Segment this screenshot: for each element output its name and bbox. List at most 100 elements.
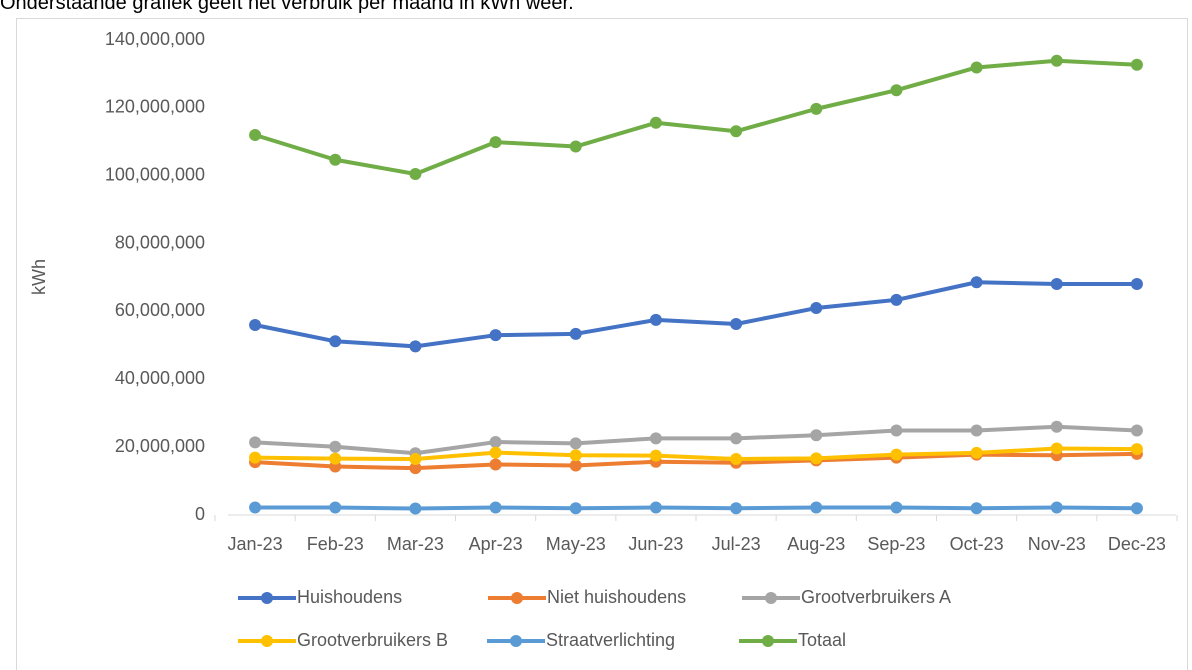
x-tick-label: Sep-23 xyxy=(867,534,925,554)
point xyxy=(1130,502,1143,515)
point xyxy=(890,424,903,437)
point xyxy=(249,436,262,449)
point xyxy=(730,317,743,330)
legend-marker xyxy=(261,635,273,647)
point xyxy=(569,327,582,340)
x-tick-label: Oct-23 xyxy=(950,534,1004,554)
point xyxy=(1050,54,1063,67)
point xyxy=(1130,277,1143,290)
point xyxy=(810,302,823,315)
legend-label: Grootverbruikers B xyxy=(297,630,448,650)
point xyxy=(329,153,342,166)
point xyxy=(810,501,823,514)
point xyxy=(409,168,422,181)
y-tick-label: 80,000,000 xyxy=(115,232,205,252)
y-tick-label: 0 xyxy=(195,504,205,524)
point xyxy=(409,453,422,466)
caption: Onderstaande grafiek geeft het verbruik … xyxy=(0,0,574,14)
y-tick-label: 140,000,000 xyxy=(105,29,205,49)
point xyxy=(730,125,743,138)
y-tick-label: 20,000,000 xyxy=(115,436,205,456)
point xyxy=(329,452,342,465)
point xyxy=(970,61,983,74)
point xyxy=(730,453,743,466)
series-line xyxy=(254,280,1137,349)
point xyxy=(970,446,983,459)
point xyxy=(970,276,983,289)
point xyxy=(890,293,903,306)
point xyxy=(409,462,422,475)
point xyxy=(489,446,502,459)
point xyxy=(810,102,823,115)
x-tick-label: Mar-23 xyxy=(387,534,444,554)
x-tick-label: Aug-23 xyxy=(787,534,845,554)
point xyxy=(970,502,983,515)
point xyxy=(489,136,502,149)
point xyxy=(489,329,502,342)
point xyxy=(329,440,342,453)
y-tick-label: 40,000,000 xyxy=(115,368,205,388)
point xyxy=(730,502,743,515)
x-tick-label: Dec-23 xyxy=(1108,534,1166,554)
point xyxy=(890,448,903,461)
point xyxy=(1050,501,1063,514)
legend-label: Straatverlichting xyxy=(546,630,675,650)
point xyxy=(489,501,502,514)
point xyxy=(649,116,662,129)
point xyxy=(569,140,582,153)
legend-label: Totaal xyxy=(798,630,846,650)
point xyxy=(569,449,582,462)
point xyxy=(1130,58,1143,71)
point xyxy=(890,84,903,97)
point xyxy=(249,451,262,464)
point xyxy=(649,313,662,326)
series-line xyxy=(254,58,1138,177)
point xyxy=(890,501,903,514)
series-line xyxy=(255,505,1137,511)
x-tick-label: Jul-23 xyxy=(712,534,761,554)
x-tick-label: Jan-23 xyxy=(228,534,283,554)
legend-label: Grootverbruikers A xyxy=(801,587,951,607)
series-line xyxy=(254,424,1138,456)
point xyxy=(970,424,983,437)
x-tick-label: Feb-23 xyxy=(307,534,364,554)
point xyxy=(249,319,262,331)
legend-label: Huishoudens xyxy=(297,587,402,607)
y-tick-label: 60,000,000 xyxy=(115,300,205,320)
legend-marker xyxy=(261,592,273,604)
legend-marker xyxy=(765,592,777,604)
point xyxy=(1130,443,1143,456)
point xyxy=(730,432,743,445)
point xyxy=(1050,442,1063,455)
legend-label: Niet huishoudens xyxy=(547,587,686,607)
point xyxy=(649,449,662,462)
series-line xyxy=(254,451,1137,471)
point xyxy=(489,436,502,449)
x-tick-label: Jun-23 xyxy=(628,534,683,554)
point xyxy=(1050,277,1063,290)
point xyxy=(489,458,502,471)
point xyxy=(249,501,262,514)
y-axis-label: kWh xyxy=(29,259,49,295)
point xyxy=(249,129,262,141)
point xyxy=(649,501,662,514)
point xyxy=(569,502,582,515)
legend-marker xyxy=(510,635,522,647)
point xyxy=(1130,424,1143,437)
x-tick-label: Apr-23 xyxy=(469,534,523,554)
point xyxy=(810,452,823,465)
y-tick-label: 100,000,000 xyxy=(105,164,205,184)
legend-marker xyxy=(762,635,774,647)
point xyxy=(409,340,422,353)
point xyxy=(329,335,342,348)
point xyxy=(1050,420,1063,433)
series-line xyxy=(255,446,1137,462)
point xyxy=(569,459,582,472)
point xyxy=(810,429,823,442)
point xyxy=(569,437,582,450)
point xyxy=(329,501,342,514)
point xyxy=(409,502,422,515)
legend-marker xyxy=(511,592,523,604)
